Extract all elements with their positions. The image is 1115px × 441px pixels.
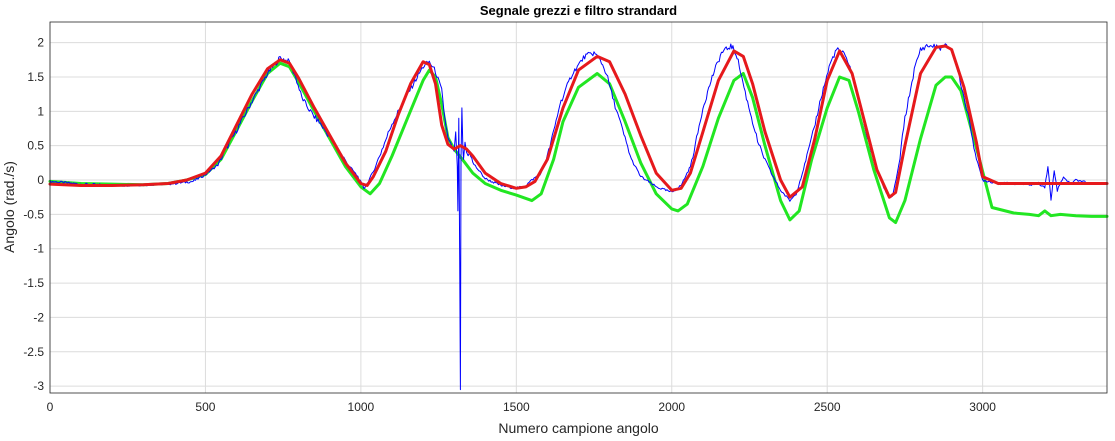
- y-tick-label: -1.5: [23, 276, 44, 290]
- y-tick-label: 0: [37, 173, 44, 187]
- series-line-raw: [49, 43, 1086, 391]
- y-tick-label: -2: [33, 310, 44, 324]
- x-tick-label: 0: [47, 400, 54, 414]
- x-tick-label: 500: [195, 400, 215, 414]
- series-line-green: [48, 61, 1109, 225]
- x-axis-label: Numero campione angolo: [498, 420, 659, 436]
- y-tick-label: 0.5: [27, 139, 44, 153]
- y-axis-label: Angolo (rad./s): [1, 161, 17, 253]
- plot-frame: [49, 21, 1108, 394]
- y-tick-label: 2: [37, 36, 44, 50]
- x-tick-label: 3000: [969, 400, 996, 414]
- y-tick-label: -0.5: [23, 207, 44, 221]
- y-tick-label: -2.5: [23, 345, 44, 359]
- series-line-red: [48, 44, 1109, 199]
- x-tick-label: 1500: [503, 400, 530, 414]
- y-axis-ticks: 2 1.5 1 0.5 0 -0.5 -1 -1.5 -2 -2.5 -3: [23, 36, 44, 394]
- y-tick-label: -1: [33, 242, 44, 256]
- x-tick-label: 2500: [814, 400, 841, 414]
- chart-title: Segnale grezzi e filtro strandard: [480, 3, 677, 18]
- series-layer: [48, 43, 1109, 391]
- y-tick-label: 1.5: [27, 70, 44, 84]
- plot-area: [50, 22, 1107, 393]
- y-tick-label: -3: [33, 379, 44, 393]
- x-tick-label: 2000: [658, 400, 685, 414]
- x-tick-label: 1000: [348, 400, 375, 414]
- x-axis-ticks: 0 500 1000 1500 2000 2500 3000: [47, 400, 997, 414]
- y-tick-label: 1: [37, 104, 44, 118]
